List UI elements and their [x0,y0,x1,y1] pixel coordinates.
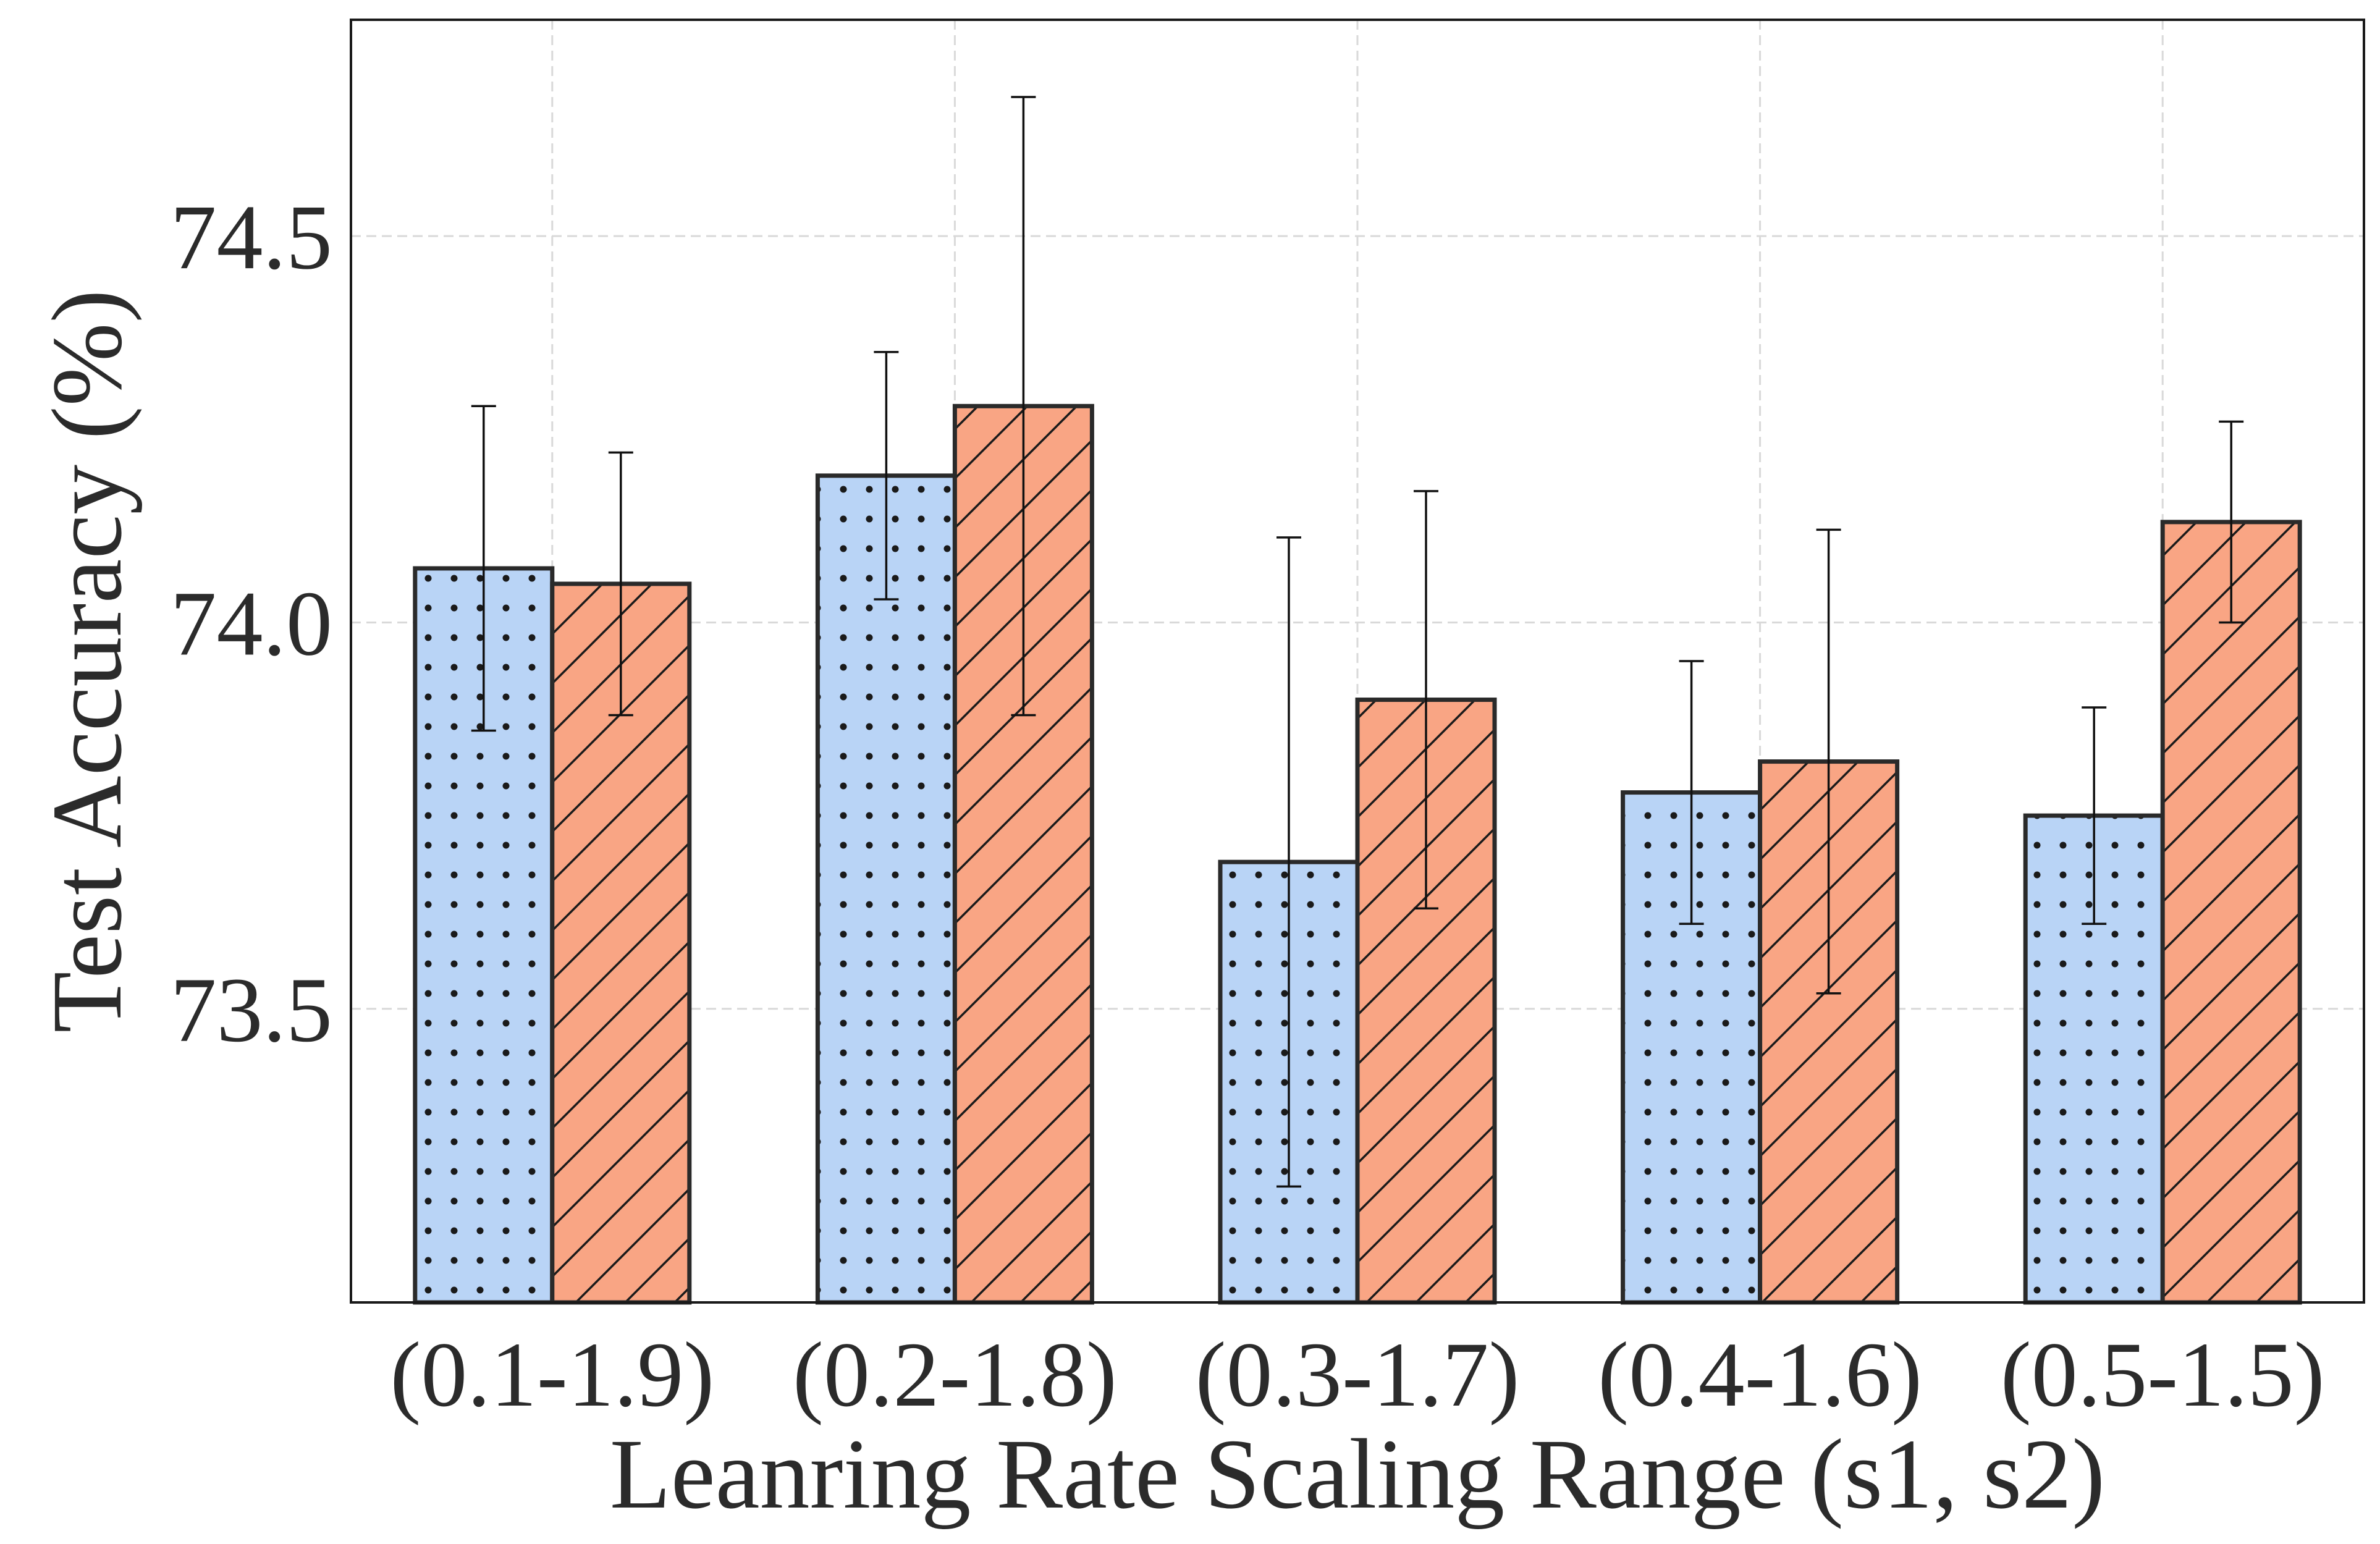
x-tick-label: (0.3-1.7) [1196,1323,1520,1426]
x-axis-label: Leanring Rate Scaling Range (s1, s2) [610,1419,2105,1530]
bar-series-2 [2160,520,2302,1305]
y-tick-label: 74.5 [171,186,333,289]
y-axis-label: Test Accuracy (%) [32,289,143,1032]
y-tick-label: 73.5 [171,959,333,1061]
x-tick-label: (0.1-1.9) [390,1323,714,1426]
x-axis-ticks: (0.1-1.9) (0.2-1.8) (0.3-1.7) (0.4-1.6) (0.5… [390,1323,2324,1426]
x-tick-label: (0.2-1.8) [793,1323,1117,1426]
x-tick-label: (0.5-1.5) [2001,1323,2325,1426]
y-axis-ticks: 73.5 74.0 74.5 [171,186,333,1061]
plot-frame [350,19,2365,1304]
x-tick-label: (0.4-1.6) [1598,1323,1922,1426]
y-tick-label: 74.0 [171,572,333,675]
error-bars [471,96,2244,1188]
